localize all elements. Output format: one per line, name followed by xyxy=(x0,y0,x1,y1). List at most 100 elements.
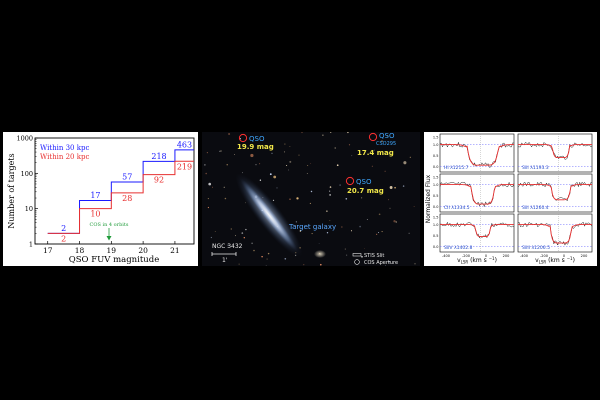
star xyxy=(376,233,378,235)
scale-bar-label: 1' xyxy=(222,257,228,264)
star xyxy=(344,248,346,250)
star xyxy=(205,172,208,175)
spectrum-y-tick-label: 1.0 xyxy=(433,223,439,227)
spectrum-fit xyxy=(440,144,514,166)
star xyxy=(284,143,286,145)
spectrum-x-tick-label: 200 xyxy=(581,254,588,258)
spectrum-frame xyxy=(439,173,515,213)
star xyxy=(408,232,410,234)
star xyxy=(207,206,209,209)
spectrum-y-tick-label: 0.0 xyxy=(433,205,439,209)
spectrum-y-tick-label: 1.5 xyxy=(433,136,439,140)
spectrum-x-tick-label: -200 xyxy=(462,254,470,258)
star xyxy=(289,160,292,163)
sky-background xyxy=(202,132,420,266)
star xyxy=(322,134,324,136)
qso-extra-2: CSO295 xyxy=(376,141,396,147)
star xyxy=(329,194,331,196)
star xyxy=(206,152,208,154)
star xyxy=(341,226,343,228)
star xyxy=(283,151,286,153)
spectrum-frame xyxy=(517,213,593,253)
star xyxy=(326,232,329,234)
ion-label: SiIV λ1402.8 xyxy=(444,245,472,251)
star xyxy=(226,164,228,166)
y-tick-label: 100 xyxy=(21,170,33,178)
spectra-figure: Normalized Flux HI λ1215.7 1.5 1.0 0.5 0.0 Si… xyxy=(425,133,593,265)
star xyxy=(253,249,255,252)
star xyxy=(295,221,297,223)
star xyxy=(330,132,332,133)
star xyxy=(395,221,397,223)
ion-label: SiIII λ1206.5 xyxy=(522,245,550,251)
x-tick-label: 18 xyxy=(75,246,85,255)
stis-slit-legend-label: STIS Slit xyxy=(364,253,384,259)
star xyxy=(298,154,300,156)
star xyxy=(318,242,320,244)
star xyxy=(329,186,332,188)
spectrum-x-tick-label: -400 xyxy=(442,254,450,258)
star xyxy=(414,263,416,265)
qso-mag-1: 19.9 mag xyxy=(237,143,274,151)
data-label: 219 xyxy=(177,162,192,171)
x-tick-label: 20 xyxy=(138,246,148,255)
target-galaxy-label: Target galaxy xyxy=(288,223,336,231)
y-tick-label: 1 xyxy=(29,241,33,249)
star xyxy=(289,146,291,147)
data-label: 17 xyxy=(90,191,100,200)
qso-label-2: QSO xyxy=(379,132,395,140)
star xyxy=(266,258,268,260)
star xyxy=(329,220,331,222)
star xyxy=(336,164,339,167)
series-step-line-30kpc xyxy=(47,149,194,234)
spectrum-frame xyxy=(517,133,593,173)
spectra-y-label: Normalized Flux xyxy=(425,174,432,223)
star xyxy=(259,163,261,165)
star xyxy=(251,242,253,245)
spectrum-x-tick-label: 0 xyxy=(563,254,565,258)
spectrum-panel-1: HI λ1215.7 1.5 1.0 0.5 0.0 xyxy=(433,133,515,173)
spectrum-fit xyxy=(440,224,514,238)
spectrum-y-tick-label: 1.0 xyxy=(433,143,439,147)
targets-step-chart: 17 18 19 20 21 1 10 100 1000 2 17 57 218 463 2 10 28 92 2… xyxy=(3,132,198,266)
sky-image-panel: QSO 19.9 mag QSO CSO295 17.4 mag QSO 20.… xyxy=(202,132,420,266)
spectrum-x-tick-label: 200 xyxy=(503,254,510,258)
companion-galaxy xyxy=(314,250,326,258)
star xyxy=(234,235,237,237)
spectrum-panel-3: CII λ1334.5 1.5 1.0 0.5 0.0 xyxy=(433,173,515,213)
star xyxy=(245,228,247,231)
spectrum-y-tick-label: 0.0 xyxy=(433,245,439,249)
spectrum-x-axis-label-2: vLSR (km s −1) xyxy=(535,256,575,265)
data-label: 10 xyxy=(90,210,100,219)
ion-label: CII λ1334.5 xyxy=(444,205,470,211)
data-label: 28 xyxy=(122,194,132,203)
star xyxy=(381,140,383,143)
star xyxy=(220,150,222,152)
absorption-spectra-panel: Normalized Flux HI λ1215.7 1.5 1.0 0.5 0.0 Si… xyxy=(424,132,597,266)
star xyxy=(346,254,348,256)
ion-label: HI λ1215.7 xyxy=(444,165,469,171)
star xyxy=(223,186,225,188)
sky-image: QSO 19.9 mag QSO CSO295 17.4 mag QSO 20.… xyxy=(202,132,420,266)
data-label: 92 xyxy=(154,176,164,185)
series-step-line-20kpc xyxy=(47,160,194,234)
galaxy-disk xyxy=(240,178,298,252)
data-label: 218 xyxy=(151,152,166,161)
spectrum-y-tick-label: 1.0 xyxy=(433,183,439,187)
star xyxy=(286,164,288,167)
star xyxy=(307,165,309,167)
star xyxy=(273,175,277,179)
star xyxy=(329,190,331,192)
cos-annotation-label: COS in 4 orbits xyxy=(90,222,129,228)
spectrum-panel-6: SiIII λ1206.5 -400 -200 0 200 xyxy=(517,213,593,258)
star xyxy=(214,231,216,232)
star xyxy=(207,198,209,200)
qso-mag-2: 17.4 mag xyxy=(357,149,394,157)
star xyxy=(350,230,353,232)
star xyxy=(326,210,328,212)
spectrum-fit xyxy=(518,184,592,201)
star xyxy=(259,179,262,181)
star xyxy=(388,261,390,263)
spectrum-y-tick-label: 0.5 xyxy=(433,194,439,198)
plot-frame xyxy=(34,137,195,245)
